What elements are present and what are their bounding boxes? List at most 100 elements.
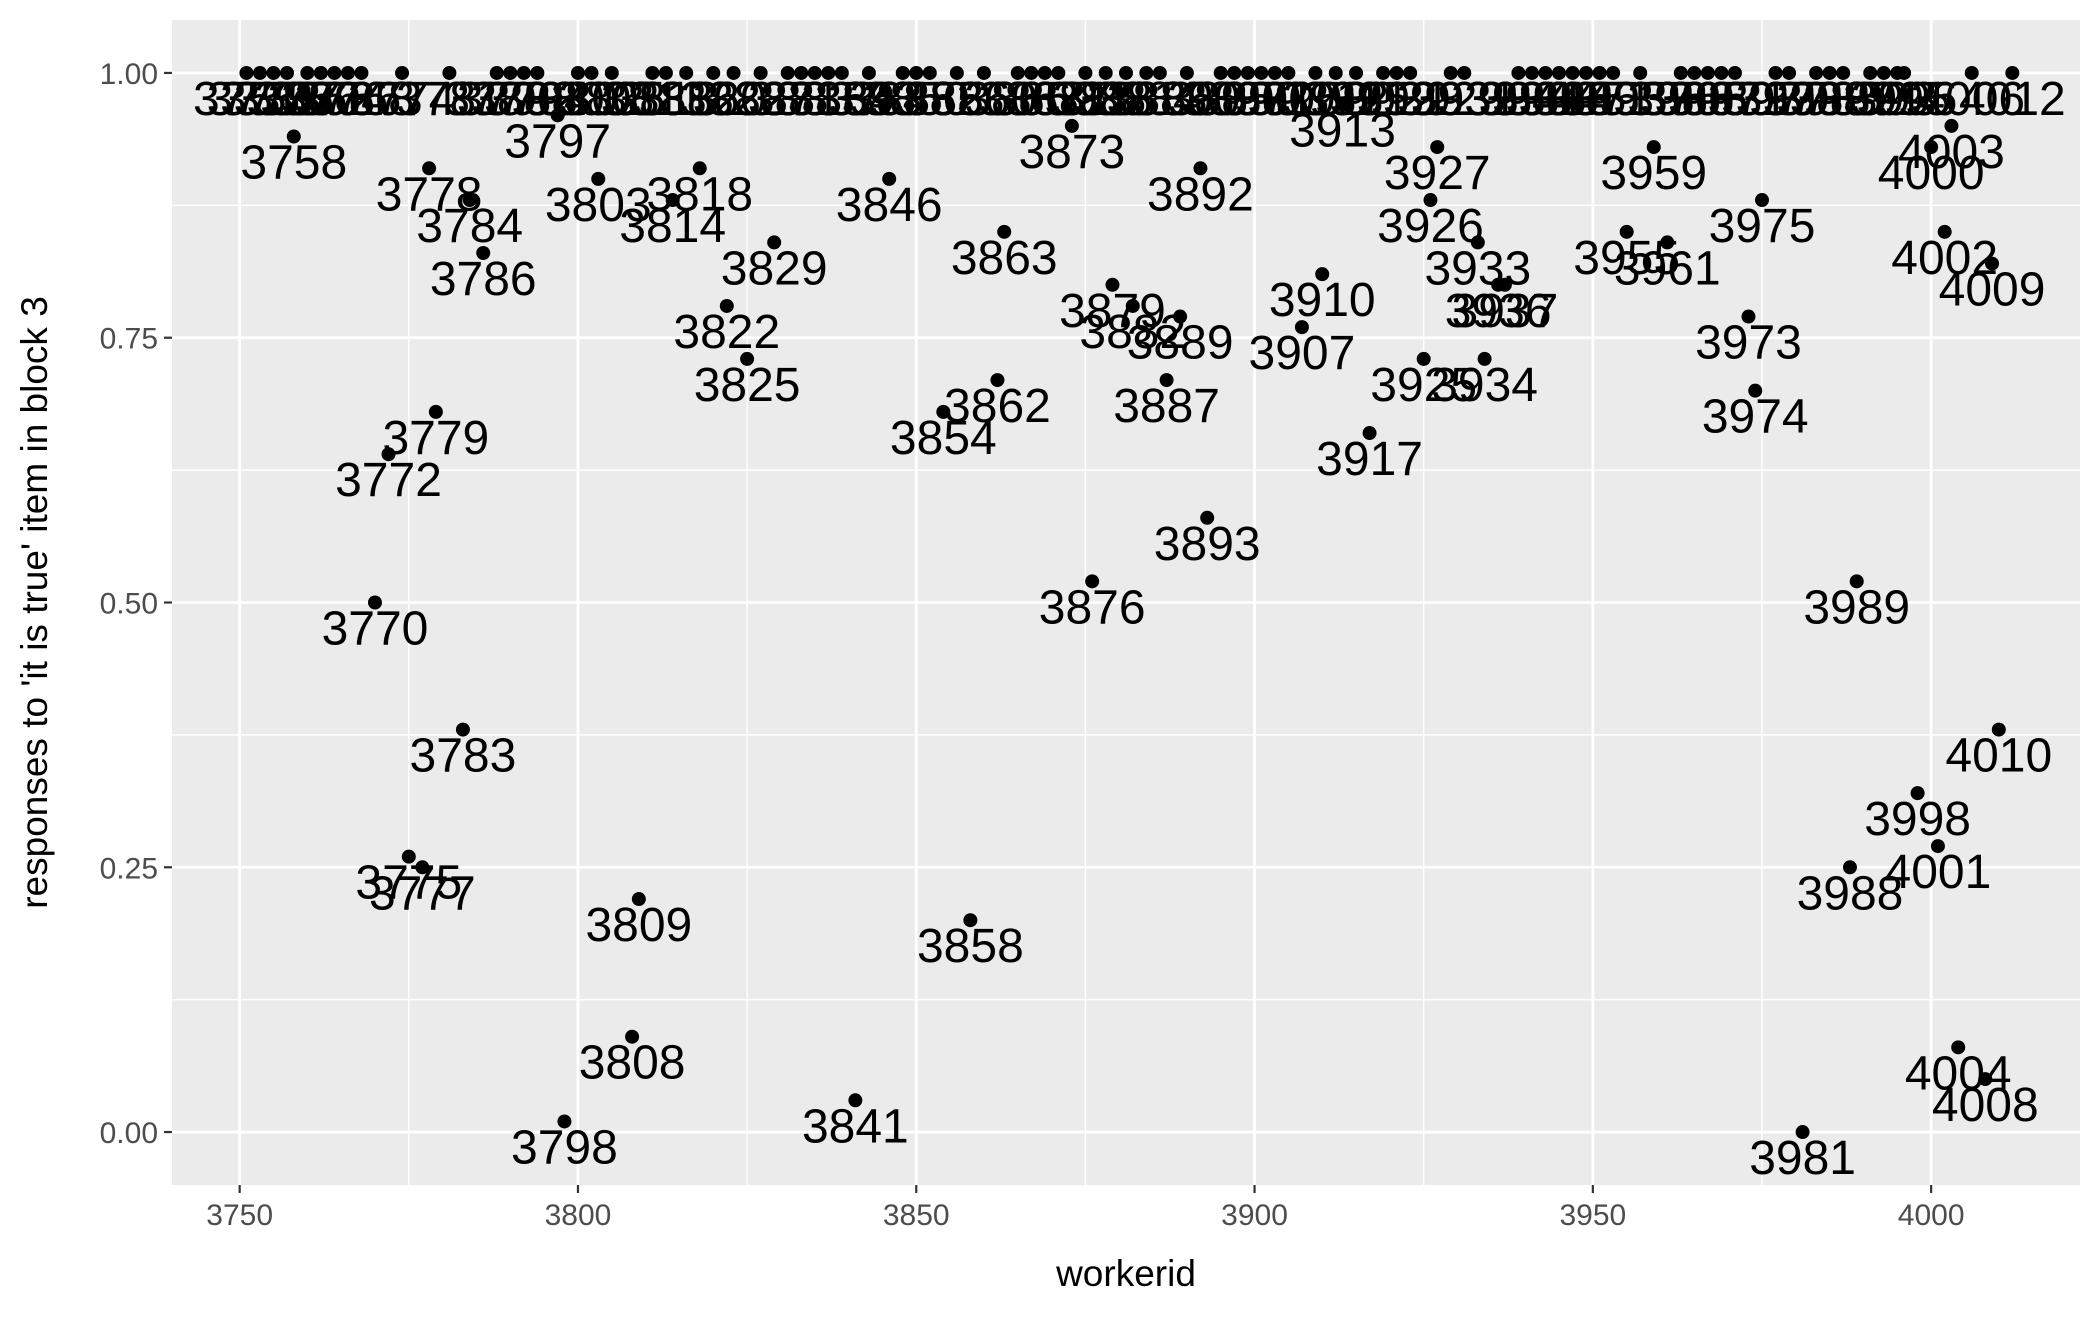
data-point: [557, 1114, 572, 1129]
data-point: [280, 65, 295, 80]
point-label: 3827: [707, 73, 814, 126]
point-label: 3881: [1073, 73, 1180, 126]
point-label: 3959: [1600, 147, 1707, 200]
data-point: [1085, 574, 1100, 589]
data-point: [922, 65, 937, 80]
point-label: 3869: [991, 73, 1098, 126]
data-point: [1964, 65, 1979, 80]
data-point: [740, 351, 755, 366]
point-label: 3764: [281, 73, 388, 126]
data-point: [1416, 351, 1431, 366]
point-label: 3820: [660, 73, 767, 126]
point-label: 3961: [1614, 242, 1721, 295]
data-point: [395, 65, 410, 80]
data-point: [1897, 65, 1912, 80]
data-point: [625, 1029, 640, 1044]
data-point: [503, 65, 518, 80]
point-label: 3931: [1411, 73, 1518, 126]
data-point: [1592, 65, 1607, 80]
data-point: [1477, 351, 1492, 366]
data-point: [415, 860, 430, 875]
point-label: 3939: [1465, 73, 1572, 126]
point-label: 3897: [1181, 73, 1288, 126]
data-point: [1924, 140, 1939, 155]
data-point: [1748, 383, 1763, 398]
data-point: [726, 65, 741, 80]
point-label: 3949: [1533, 73, 1640, 126]
point-label: 3988: [1797, 867, 1904, 920]
data-point: [1403, 65, 1418, 80]
point-label: 3792: [470, 73, 577, 126]
data-point: [1700, 65, 1715, 80]
point-label: 3829: [721, 242, 828, 295]
grid-major: [172, 20, 2080, 1185]
data-point: [1876, 65, 1891, 80]
data-point: [1524, 65, 1539, 80]
point-label: 3790: [457, 73, 564, 126]
point-label: 3863: [951, 232, 1058, 285]
point-label: 3839: [788, 73, 895, 126]
point-label: 3856: [903, 73, 1010, 126]
data-point: [1457, 65, 1472, 80]
data-point: [1809, 65, 1824, 80]
point-label: 3967: [1654, 73, 1761, 126]
point-label: 3889: [1127, 317, 1234, 370]
data-point: [1267, 65, 1282, 80]
point-label: 3813: [613, 73, 720, 126]
data-point: [1098, 65, 1113, 80]
data-point: [1714, 65, 1729, 80]
data-point: [1139, 65, 1154, 80]
data-point: [1376, 65, 1391, 80]
data-point: [455, 722, 470, 737]
data-point: [1227, 65, 1242, 80]
point-label: 3981: [1749, 1132, 1856, 1185]
data-point: [909, 65, 924, 80]
point-label: 3800: [525, 73, 632, 126]
data-point: [1443, 65, 1458, 80]
point-label: 3846: [836, 179, 943, 232]
point-label: 3818: [646, 168, 753, 221]
point-label: 3975: [1709, 200, 1816, 253]
data-point: [1294, 320, 1309, 335]
data-point: [963, 913, 978, 928]
data-point: [1538, 65, 1553, 80]
data-point: [807, 65, 822, 80]
data-point: [252, 65, 267, 80]
point-label: 3937: [1452, 285, 1559, 338]
data-point: [1105, 277, 1120, 292]
point-label: 3955: [1573, 232, 1680, 285]
data-point: [1511, 65, 1526, 80]
point-label: 3892: [1147, 168, 1254, 221]
point-label: 3831: [734, 73, 841, 126]
point-label: 3770: [322, 603, 429, 656]
data-point: [1423, 193, 1438, 208]
point-label: 3919: [1330, 73, 1437, 126]
data-point: [1673, 65, 1688, 80]
data-point: [1951, 1040, 1966, 1055]
data-point: [1836, 65, 1851, 80]
y-axis-title: responses to 'it is true' item in block …: [14, 296, 55, 909]
y-tick-label: 0.25: [100, 852, 158, 885]
data-point: [1064, 118, 1079, 133]
data-point: [1193, 161, 1208, 176]
x-tick-label: 3750: [206, 1199, 273, 1232]
data-point: [1910, 786, 1925, 801]
y-tick-label: 0.50: [100, 588, 158, 621]
point-label: 3755: [220, 73, 327, 126]
x-tick-label: 3850: [883, 1199, 950, 1232]
point-label: 4008: [1932, 1079, 2039, 1132]
data-point: [462, 193, 477, 208]
point-label: 3973: [1695, 317, 1802, 370]
x-axis: 3750 3800 3850 3900 3950 4000: [206, 1185, 1965, 1232]
data-point: [1937, 224, 1952, 239]
point-label: 3837: [775, 73, 882, 126]
data-point: [1863, 65, 1878, 80]
point-label: 3903: [1221, 73, 1328, 126]
point-label: 3926: [1377, 200, 1484, 253]
data-point: [665, 193, 680, 208]
data-point: [1727, 65, 1742, 80]
point-label: 3941: [1479, 73, 1586, 126]
point-label: 3775: [355, 857, 462, 910]
point-label: 3974: [1702, 391, 1809, 444]
